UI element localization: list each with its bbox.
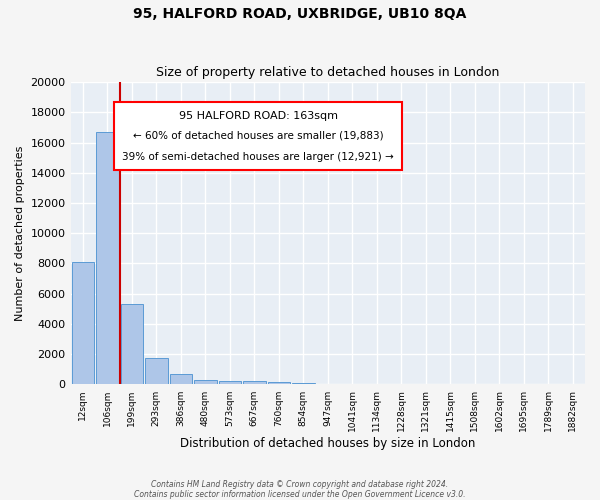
Bar (218, 381, 241, 384)
Bar (121, 304, 143, 384)
Title: Size of property relative to detached houses in London: Size of property relative to detached ho… (156, 66, 499, 80)
Text: 39% of semi-detached houses are larger (12,921) →: 39% of semi-detached houses are larger (… (122, 152, 394, 162)
Text: Contains HM Land Registry data © Crown copyright and database right 2024.
Contai: Contains HM Land Registry data © Crown c… (134, 480, 466, 499)
Bar (243, 382, 266, 384)
Bar (145, 358, 167, 384)
Bar (71, 262, 94, 384)
Bar (170, 374, 192, 384)
Text: ← 60% of detached houses are smaller (19,883): ← 60% of detached houses are smaller (19… (133, 130, 383, 140)
Text: 95, HALFORD ROAD, UXBRIDGE, UB10 8QA: 95, HALFORD ROAD, UXBRIDGE, UB10 8QA (133, 8, 467, 22)
Bar (194, 380, 217, 384)
Bar (268, 382, 290, 384)
Y-axis label: Number of detached properties: Number of detached properties (15, 146, 25, 321)
X-axis label: Distribution of detached houses by size in London: Distribution of detached houses by size … (180, 437, 475, 450)
Text: 95 HALFORD ROAD: 163sqm: 95 HALFORD ROAD: 163sqm (179, 111, 338, 121)
Bar (96, 132, 119, 384)
FancyBboxPatch shape (114, 102, 403, 170)
Bar (292, 382, 314, 384)
